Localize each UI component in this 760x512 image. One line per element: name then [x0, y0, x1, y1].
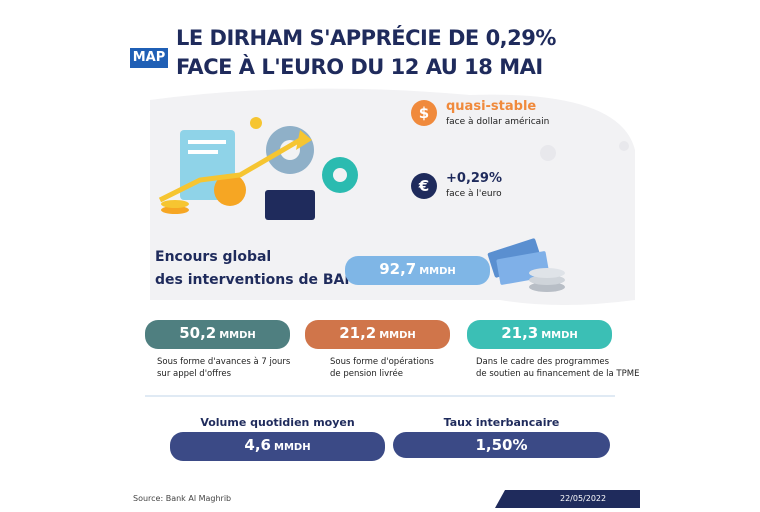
caption: Dans le cadre des programmes de soutien a…: [476, 356, 639, 380]
caption: Sous forme d'avances à 7 jours sur appel …: [157, 356, 290, 380]
title-line: LE DIRHAM S'APPRÉCIE DE 0,29%: [176, 26, 556, 50]
highlight-value: quasi-stable: [446, 99, 537, 114]
source: Source: Bank Al Maghrib: [133, 494, 232, 503]
encours-pill: 92,7 MMDH: [345, 256, 490, 285]
caption-line: sur appel d'offres: [157, 369, 232, 379]
highlight-label: face à l'euro: [446, 189, 502, 199]
euro-icon: €: [411, 173, 437, 199]
caption: Sous forme d'opérations de pension livrée: [330, 356, 434, 380]
unit: MMDH: [419, 266, 456, 277]
encours-label: Encours global: [155, 249, 272, 265]
unit: MMDH: [541, 330, 578, 341]
highlight-value: +0,29%: [446, 171, 502, 186]
title-line: FACE À L'EURO DU 12 AU 18 MAI: [176, 55, 543, 79]
amount: 21,2: [339, 324, 377, 342]
amount: 4,6: [244, 436, 271, 454]
amount: 50,2: [179, 324, 217, 342]
unit: MMDH: [274, 442, 311, 453]
unit: MMDH: [219, 330, 256, 341]
highlight-label: face à dollar américain: [446, 117, 550, 127]
caption-line: Sous forme d'opérations: [330, 357, 434, 367]
indicator-label: Taux interbancaire: [443, 416, 560, 429]
indicator-pill: 1,50%: [393, 432, 610, 458]
breakdown-pill: 50,2 MMDH: [145, 320, 290, 349]
indicator-pill: 4,6 MMDH: [170, 432, 385, 461]
caption-line: Sous forme d'avances à 7 jours: [157, 357, 291, 367]
unit: MMDH: [379, 330, 416, 341]
encours-label: des interventions de BAM: [155, 272, 359, 288]
breakdown-pill: 21,2 MMDH: [305, 320, 450, 349]
date: 22/05/2022: [560, 494, 607, 503]
amount: 1,50%: [475, 436, 528, 454]
amount: 92,7: [379, 260, 417, 278]
caption-line: de soutien au financement de la TPME: [476, 369, 640, 379]
dollar-icon: $: [411, 100, 437, 126]
breakdown-pill: 21,3 MMDH: [467, 320, 612, 349]
indicator-label: Volume quotidien moyen: [200, 416, 355, 429]
caption-line: Dans le cadre des programmes: [476, 357, 610, 367]
logo: MAP: [130, 48, 168, 68]
caption-line: de pension livrée: [330, 369, 403, 379]
amount: 21,3: [501, 324, 539, 342]
